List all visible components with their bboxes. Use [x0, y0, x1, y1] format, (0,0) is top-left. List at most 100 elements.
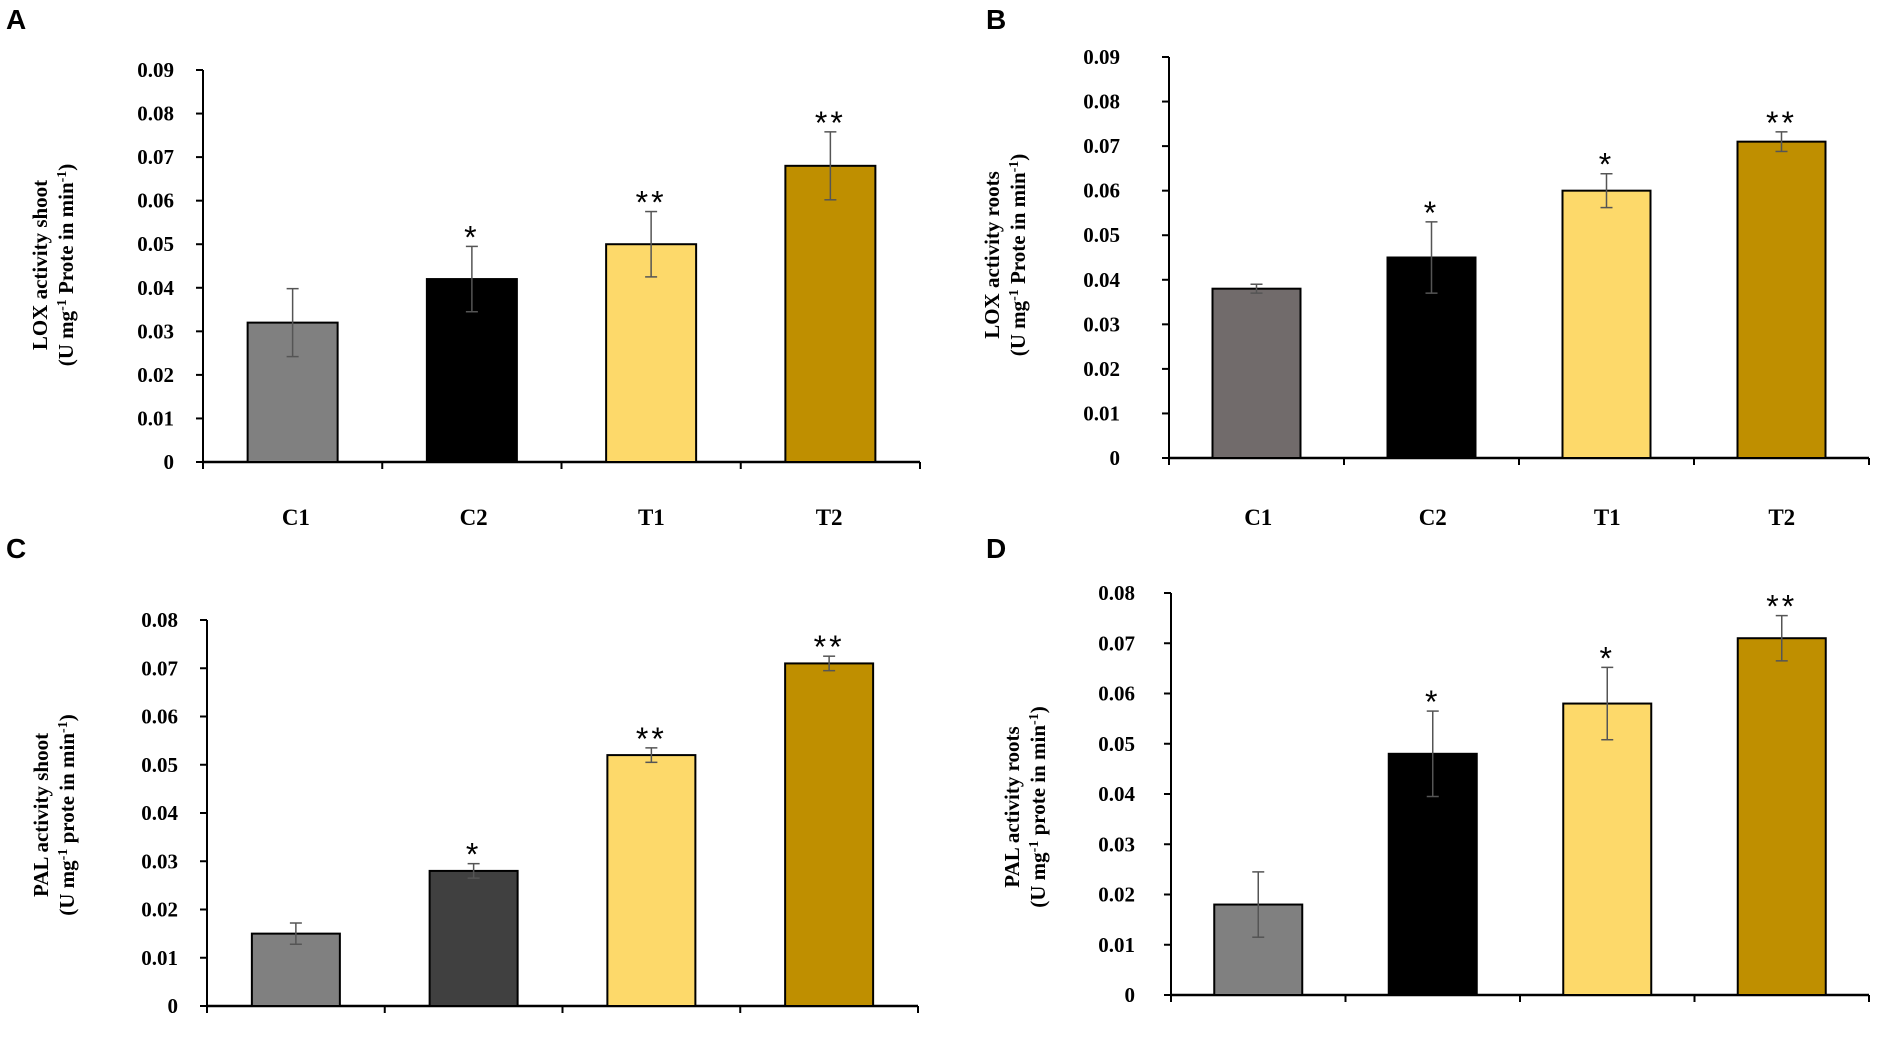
y-axis-title-line2: (U mg-1 prote in min-1) — [55, 714, 79, 915]
y-tick-label: 0 — [1125, 983, 1136, 1007]
superscript: -1 — [1007, 161, 1022, 173]
superscript: -1 — [1027, 841, 1042, 853]
bar-c1 — [1211, 287, 1302, 460]
bar-c2 — [428, 869, 519, 1007]
title-part: ) — [54, 164, 78, 171]
x-category-label: T2 — [817, 0, 844, 5]
title-part: ) — [1006, 154, 1030, 161]
panel-label: A — [6, 4, 27, 35]
y-tick-label: 0.06 — [137, 189, 174, 213]
title-part: Prote in min — [54, 182, 78, 299]
x-category-label: T1 — [638, 0, 665, 5]
y-axis-title-line1: LOX activity shoot — [28, 180, 52, 350]
x-category-label: C2 — [1419, 505, 1447, 530]
superscript: -1 — [1007, 289, 1022, 301]
bar-t1 — [605, 243, 698, 463]
y-tick-label: 0.08 — [137, 102, 174, 126]
panel-a: A 0 0.01 0.02 0.03 0.04 0.05 0.06 0.07 0.08 0.09 C… — [0, 0, 951, 525]
y-tick-label: 0.09 — [1083, 45, 1120, 69]
y-tick-label: 0 — [168, 994, 179, 1018]
superscript: -1 — [56, 721, 71, 733]
y-tick-label: 0.02 — [141, 898, 178, 922]
superscript: -1 — [55, 299, 70, 311]
x-category-label: T1 — [1593, 0, 1620, 5]
chart-panel-d: 0 0.01 0.02 0.03 0.04 0.05 0.06 0.07 0.08 C1 * C2 * T… — [1000, 505, 1870, 1007]
y-tick-label: 0.04 — [1083, 268, 1120, 292]
y-tick-label: 0.05 — [1098, 732, 1135, 756]
bar-c2 — [1387, 752, 1478, 996]
y-tick-label: 0.08 — [1098, 581, 1135, 605]
x-category-label: C1 — [1242, 0, 1270, 5]
y-tick-label: 0.06 — [141, 705, 178, 729]
title-part: (U mg — [1006, 300, 1030, 356]
y-axis-title: LOX activity shoot (U mg-1 Prote in min-1… — [28, 164, 78, 367]
y-tick-label: 0.02 — [137, 363, 174, 387]
significance-label: ** — [636, 721, 667, 757]
significance-label: ** — [1766, 589, 1797, 625]
y-tick-label: 0.09 — [137, 58, 174, 82]
significance-label: * — [464, 219, 479, 255]
x-category-label: T2 — [1768, 505, 1795, 530]
y-tick-label: 0.04 — [141, 801, 178, 825]
panel-d: D 0 0.01 0.02 0.03 0.04 0.05 0.06 0.07 0.08 C1 * C2… — [951, 505, 1903, 1050]
y-tick-label: 0.03 — [1083, 312, 1120, 336]
y-tick-label: 0.08 — [1083, 90, 1120, 114]
significance-label: * — [1424, 195, 1439, 231]
y-tick-label: 0 — [1110, 446, 1121, 470]
y-tick-label: 0.04 — [1098, 782, 1135, 806]
y-axis-title-line2: (U mg-1 Prote in min-1) — [1006, 154, 1030, 357]
y-tick-label: 0.03 — [1098, 832, 1135, 856]
bar-t2 — [1736, 637, 1827, 996]
bar-t1 — [606, 754, 697, 1007]
y-tick-label: 0.07 — [1098, 631, 1135, 655]
significance-label: * — [466, 837, 481, 873]
x-category-label: C1 — [282, 505, 310, 530]
y-tick-label: 0.01 — [137, 406, 174, 430]
y-tick-label: 0.07 — [137, 145, 174, 169]
panel-label: C — [6, 533, 27, 564]
significance-label: * — [1600, 640, 1615, 676]
x-category-label: T1 — [1594, 505, 1621, 530]
y-tick-label: 0.01 — [1098, 933, 1135, 957]
y-tick-label: 0.03 — [137, 319, 174, 343]
y-tick-label: 0.03 — [141, 849, 178, 873]
chart-panel-c: 0 0.01 0.02 0.03 0.04 0.05 0.06 0.07 0.08 C1 * C2 **… — [29, 505, 919, 1018]
panel-b: B 0 0.01 0.02 0.03 0.04 0.05 0.06 0.07 0.08 0.09 C… — [951, 0, 1903, 525]
superscript: -1 — [56, 849, 71, 861]
y-tick-label: 0.06 — [1098, 682, 1135, 706]
significance-label: ** — [815, 105, 846, 141]
bar-c1 — [250, 932, 341, 1007]
bar-t2 — [784, 662, 875, 1008]
chart-panel-a: 0 0.01 0.02 0.03 0.04 0.05 0.06 0.07 0.08 0.09 C1 *… — [28, 0, 921, 474]
y-tick-label: 0 — [164, 450, 175, 474]
superscript: -1 — [55, 171, 70, 183]
y-tick-label: 0.02 — [1098, 883, 1135, 907]
y-tick-label: 0.04 — [137, 276, 174, 300]
y-tick-label: 0.08 — [141, 608, 178, 632]
panel-c: C 0 0.01 0.02 0.03 0.04 0.05 0.06 0.07 0.08 C1 * C2… — [0, 505, 951, 1050]
x-category-label: T2 — [1768, 0, 1795, 5]
title-part: ) — [1026, 706, 1050, 713]
x-category-label: C1 — [279, 0, 307, 5]
bar-c1 — [246, 321, 339, 463]
bar-t2 — [1736, 140, 1827, 459]
y-tick-label: 0.01 — [141, 946, 178, 970]
panel-label: D — [986, 533, 1007, 564]
y-tick-label: 0.05 — [141, 753, 178, 777]
y-tick-label: 0.07 — [1083, 134, 1120, 158]
significance-label: ** — [814, 629, 845, 665]
title-part: prote in min — [1026, 725, 1050, 841]
x-category-label: T1 — [638, 505, 665, 530]
y-axis-title-line1: PAL activity roots — [1000, 726, 1024, 887]
y-tick-label: 0.07 — [141, 656, 178, 680]
y-axis-title-line1: PAL activity shoot — [29, 733, 53, 897]
y-tick-label: 0.05 — [137, 232, 174, 256]
title-part: (U mg — [55, 860, 79, 916]
y-axis-title: PAL activity roots (U mg-1 prote in min-1… — [1000, 706, 1050, 907]
x-category-label: T2 — [816, 505, 843, 530]
title-part: Prote in min — [1006, 172, 1030, 289]
bar-t1 — [1562, 702, 1653, 997]
y-axis-title-line2: (U mg-1 Prote in min-1) — [54, 164, 78, 367]
panel-label: B — [986, 4, 1007, 35]
chart-panel-b: 0 0.01 0.02 0.03 0.04 0.05 0.06 0.07 0.08 0.09 C1 *… — [980, 0, 1870, 470]
